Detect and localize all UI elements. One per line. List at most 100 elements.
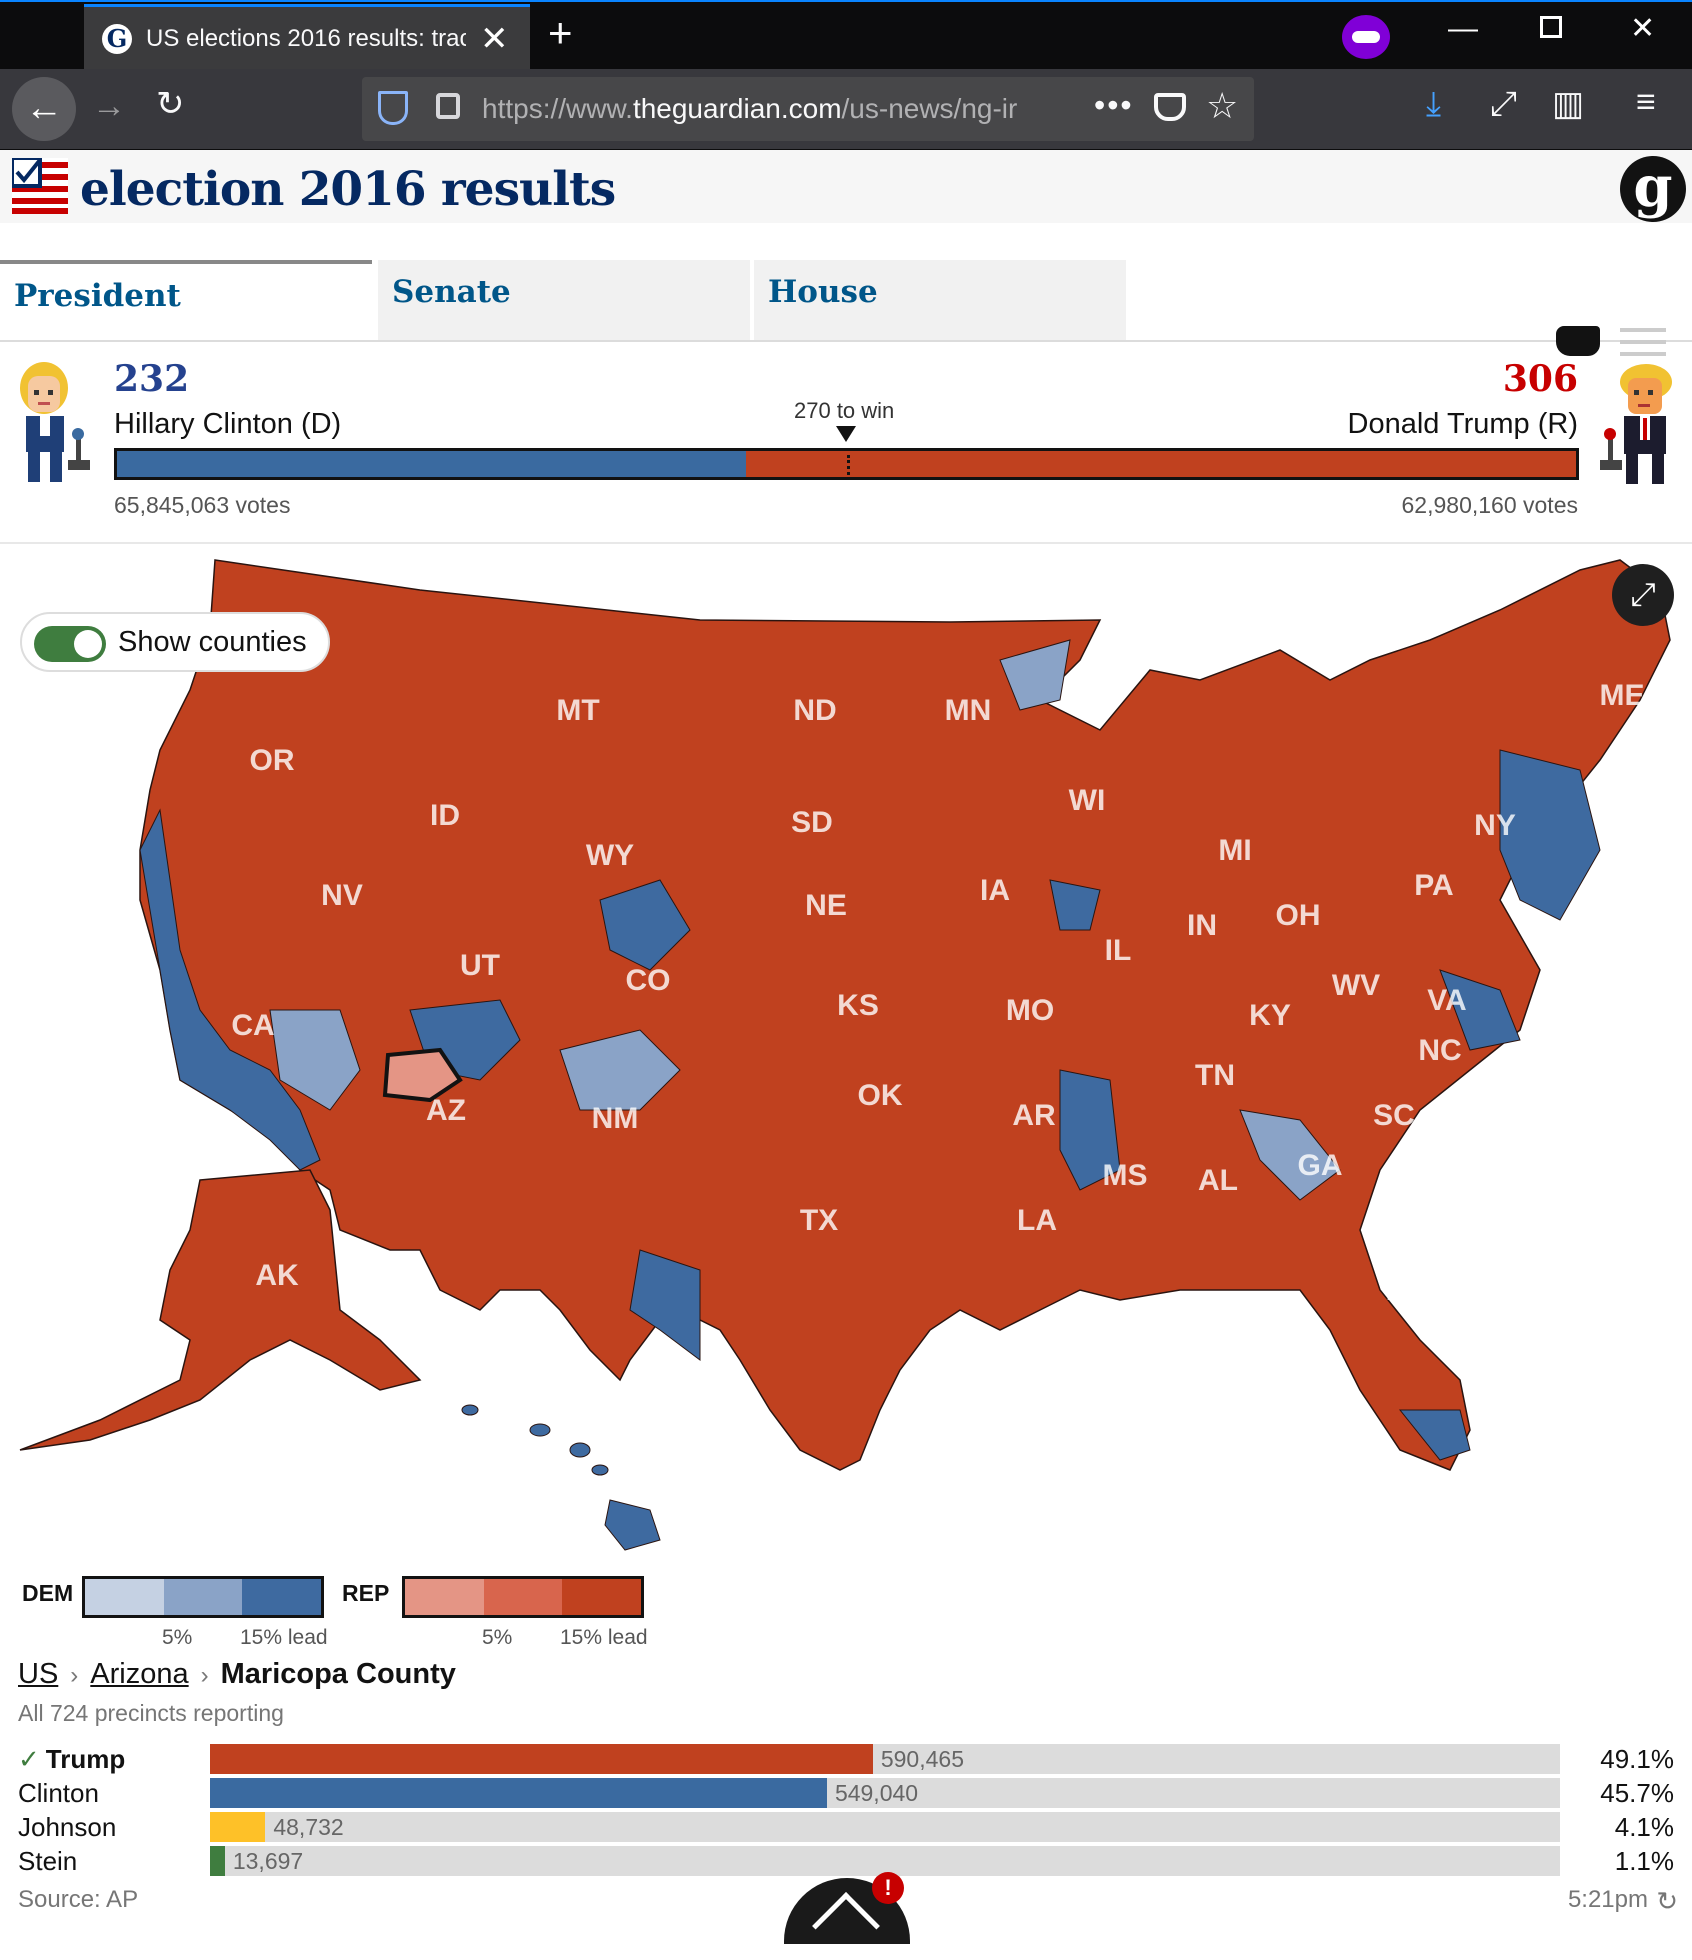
vote-count: 48,732 bbox=[273, 1814, 344, 1840]
state-label: OH bbox=[1276, 899, 1321, 932]
legend-rep-label: REP bbox=[342, 1580, 390, 1606]
state-label: NE bbox=[805, 889, 847, 922]
state-label: NV bbox=[321, 879, 363, 912]
vote-bar-fill bbox=[210, 1812, 266, 1842]
state-label: MT bbox=[556, 694, 599, 727]
legend-dem-label: DEM bbox=[22, 1580, 74, 1606]
state-label: NC bbox=[1418, 1034, 1461, 1067]
chevron-up-icon bbox=[812, 1892, 880, 1960]
more-icon[interactable]: ••• bbox=[1094, 87, 1134, 123]
vote-bar-fill bbox=[210, 1744, 873, 1774]
url-bar[interactable]: https://www.theguardian.com/us-news/ng-i… bbox=[362, 77, 1254, 141]
page: election 2016 results g President Senate… bbox=[0, 150, 1692, 1960]
tab-house[interactable]: House bbox=[754, 260, 1126, 340]
site-header: election 2016 results g bbox=[0, 150, 1692, 223]
map-view-icon[interactable] bbox=[1556, 326, 1600, 356]
candidate-name: Johnson bbox=[18, 1812, 117, 1842]
legend-swatch bbox=[405, 1579, 484, 1615]
reload-icon[interactable]: ↻ bbox=[156, 85, 185, 123]
reader-icon[interactable]: ▥ bbox=[1552, 85, 1585, 123]
state-label: ME bbox=[1600, 679, 1645, 712]
ballot-flag-icon bbox=[12, 158, 68, 214]
window-close-icon[interactable]: ✕ bbox=[1630, 12, 1656, 45]
private-mask-icon bbox=[1342, 15, 1390, 59]
new-tab-icon[interactable]: + bbox=[548, 9, 573, 56]
to-win-marker-icon bbox=[836, 426, 856, 442]
fullscreen-icon[interactable]: ⤢ bbox=[1490, 85, 1518, 123]
shield-icon[interactable] bbox=[378, 91, 408, 125]
breadcrumb-us[interactable]: US bbox=[18, 1658, 59, 1690]
state-label: IN bbox=[1187, 909, 1217, 942]
forward-arrow-icon[interactable]: → bbox=[92, 87, 126, 125]
state-label: KY bbox=[1249, 999, 1291, 1032]
state-label: CO bbox=[626, 964, 671, 997]
legend-tick: 5% bbox=[162, 1626, 193, 1649]
list-view-icon[interactable] bbox=[1620, 328, 1666, 356]
dem-regions bbox=[139, 639, 1601, 1461]
page-title[interactable]: election 2016 results bbox=[80, 162, 616, 217]
clinton-name: Hillary Clinton (D) bbox=[114, 408, 342, 440]
state-label: KS bbox=[837, 989, 879, 1022]
divider bbox=[0, 542, 1692, 544]
browser-tab-bar: G US elections 2016 results: track ✕ + —… bbox=[0, 0, 1692, 71]
minimize-icon[interactable]: — bbox=[1448, 12, 1478, 45]
tab-close-icon[interactable]: ✕ bbox=[480, 20, 509, 58]
source-label: Source: AP bbox=[18, 1886, 139, 1913]
show-counties-toggle[interactable]: Show counties bbox=[20, 612, 330, 672]
candidate-row: ✓ Trump 590,465 49.1% bbox=[18, 1744, 1674, 1776]
state-label: AR bbox=[1012, 1099, 1056, 1132]
state-label: IA bbox=[980, 874, 1010, 907]
maximize-icon[interactable] bbox=[1540, 16, 1562, 38]
vote-bar-track: 590,465 bbox=[210, 1744, 1560, 1774]
alaska-shape bbox=[19, 1169, 422, 1451]
vote-bar-track: 13,697 bbox=[210, 1846, 1560, 1876]
refresh-icon[interactable]: ↻ bbox=[1656, 1886, 1678, 1916]
trump-name: Donald Trump (R) bbox=[1347, 408, 1578, 440]
browser-tab[interactable]: G US elections 2016 results: track ✕ bbox=[84, 4, 530, 71]
toggle-switch[interactable] bbox=[34, 626, 106, 662]
state-label: WV bbox=[1332, 969, 1380, 1002]
candidate-row: Stein 13,697 1.1% bbox=[18, 1846, 1674, 1878]
legend-swatch bbox=[242, 1579, 322, 1615]
vote-bar-track: 549,040 bbox=[210, 1778, 1560, 1808]
legend-rep-scale bbox=[402, 1576, 644, 1618]
state-label: ID bbox=[430, 799, 460, 832]
legend-dem-scale bbox=[82, 1576, 324, 1618]
vote-percent: 4.1% bbox=[1614, 1812, 1674, 1842]
legend-swatch bbox=[163, 1579, 243, 1615]
electoral-vote-bar bbox=[114, 448, 1579, 480]
updated-time: 5:21pm bbox=[1567, 1886, 1648, 1913]
lock-icon[interactable] bbox=[436, 93, 460, 119]
back-arrow-icon[interactable]: ← bbox=[12, 77, 76, 141]
clinton-electoral-votes: 232 bbox=[114, 358, 190, 400]
race-tabs: President Senate House bbox=[0, 260, 1692, 342]
breadcrumb-state[interactable]: Arizona bbox=[90, 1658, 189, 1690]
state-label: OK bbox=[858, 1079, 903, 1112]
menu-icon[interactable]: ≡ bbox=[1636, 83, 1656, 121]
state-label: WY bbox=[586, 839, 634, 872]
expand-map-icon[interactable]: ⤢ bbox=[1612, 564, 1674, 626]
precincts-reporting: All 724 precincts reporting bbox=[18, 1700, 284, 1726]
trump-popular-votes: 62,980,160 votes bbox=[1401, 492, 1578, 518]
contiguous-us-shape bbox=[139, 559, 1671, 1471]
us-election-map[interactable]: OR ID MT ND MN WI MI NY ME SD WY NE IA I… bbox=[0, 550, 1692, 1700]
state-label: MO bbox=[1006, 994, 1054, 1027]
clinton-ev-fill bbox=[117, 451, 747, 477]
trump-electoral-votes: 306 bbox=[1502, 358, 1578, 400]
state-labels: OR ID MT ND MN WI MI NY ME SD WY NE IA I… bbox=[231, 679, 1644, 1377]
star-icon[interactable]: ☆ bbox=[1206, 85, 1239, 126]
clinton-avatar bbox=[20, 362, 90, 482]
state-label: MS bbox=[1103, 1159, 1148, 1192]
url-text[interactable]: https://www.theguardian.com/us-news/ng-i… bbox=[482, 93, 1018, 124]
state-label: OR bbox=[250, 744, 295, 777]
vote-percent: 49.1% bbox=[1600, 1744, 1674, 1774]
tab-senate[interactable]: Senate bbox=[378, 260, 750, 340]
candidate-row: Clinton 549,040 45.7% bbox=[18, 1778, 1674, 1810]
tab-president[interactable]: President bbox=[0, 260, 372, 340]
guardian-logo[interactable]: g bbox=[1620, 156, 1686, 222]
vote-percent: 45.7% bbox=[1600, 1778, 1674, 1808]
pocket-icon[interactable] bbox=[1154, 93, 1186, 121]
state-label: WI bbox=[1069, 784, 1106, 817]
state-label: TN bbox=[1195, 1059, 1235, 1092]
download-icon[interactable]: ⤓ bbox=[1426, 85, 1442, 123]
